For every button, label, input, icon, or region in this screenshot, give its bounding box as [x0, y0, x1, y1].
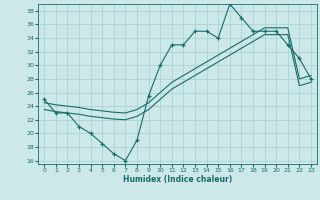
- X-axis label: Humidex (Indice chaleur): Humidex (Indice chaleur): [123, 175, 232, 184]
